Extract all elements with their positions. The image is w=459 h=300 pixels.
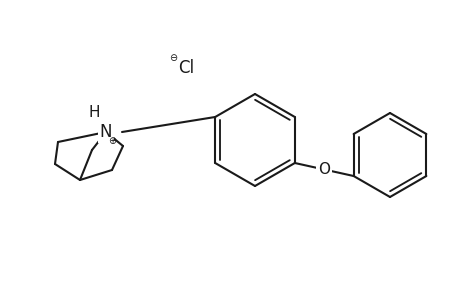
Text: O: O <box>318 162 330 177</box>
Text: $\oplus$: $\oplus$ <box>108 134 118 146</box>
Text: Cl: Cl <box>178 59 194 77</box>
Text: H: H <box>88 104 100 119</box>
Text: N: N <box>100 123 112 141</box>
Text: $\ominus$: $\ominus$ <box>169 52 178 62</box>
